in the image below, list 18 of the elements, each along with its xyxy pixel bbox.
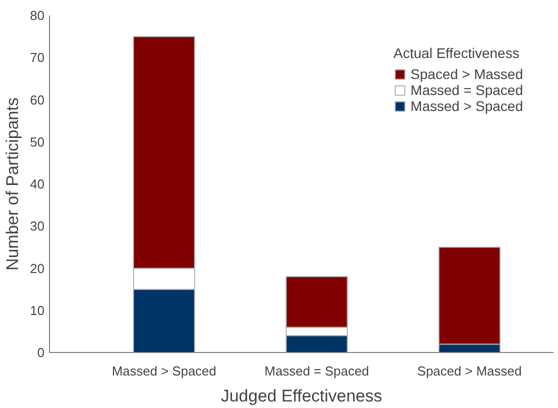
legend-label: Spaced > Massed (410, 66, 523, 82)
legend-label: Massed = Spaced (410, 82, 523, 98)
y-tick-label: 50 (30, 134, 45, 150)
y-tick-label: 10 (30, 302, 45, 318)
y-tick-label: 30 (30, 218, 45, 234)
x-tick-label: Massed = Spaced (264, 364, 369, 378)
legend-label: Massed > Spaced (410, 98, 523, 114)
y-tick-label: 0 (37, 345, 45, 360)
y-axis-title: Number of Participants (3, 98, 22, 270)
x-axis-title: Judged Effectiveness (220, 386, 382, 406)
x-tick-label: Spaced > Massed (417, 364, 522, 378)
y-tick-label: 80 (30, 8, 45, 23)
y-tick-label: 20 (30, 260, 45, 276)
y-tick-label: 40 (30, 176, 45, 192)
legend-title: Actual Effectiveness (394, 45, 520, 61)
y-tick-label: 70 (30, 50, 45, 66)
y-tick-label: 60 (30, 92, 45, 108)
x-tick-label: Massed > Spaced (112, 364, 216, 378)
